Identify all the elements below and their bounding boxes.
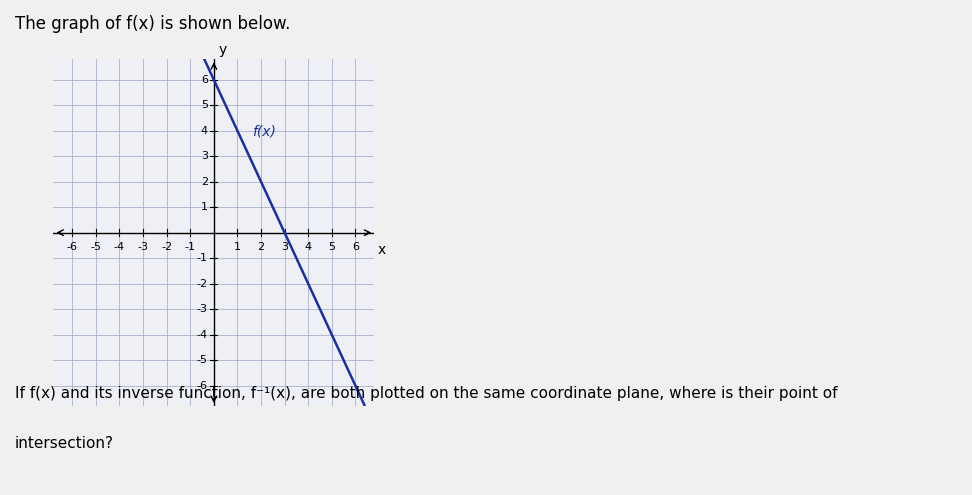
Text: 6: 6 <box>352 242 359 251</box>
Text: y: y <box>218 43 226 57</box>
Text: x: x <box>378 243 386 257</box>
Text: -5: -5 <box>197 355 208 365</box>
Text: -3: -3 <box>197 304 208 314</box>
Text: -2: -2 <box>196 279 208 289</box>
Text: 5: 5 <box>201 100 208 110</box>
Text: -6: -6 <box>67 242 78 251</box>
Text: -6: -6 <box>197 381 208 391</box>
Text: 5: 5 <box>329 242 335 251</box>
Text: If f(x) and its inverse function, f⁻¹(x), are both plotted on the same coordinat: If f(x) and its inverse function, f⁻¹(x)… <box>15 386 837 401</box>
Text: intersection?: intersection? <box>15 436 114 450</box>
Text: 1: 1 <box>201 202 208 212</box>
Text: 4: 4 <box>201 126 208 136</box>
Text: -3: -3 <box>138 242 149 251</box>
Text: 6: 6 <box>201 75 208 85</box>
Text: 3: 3 <box>281 242 288 251</box>
Text: 4: 4 <box>304 242 312 251</box>
Text: 1: 1 <box>234 242 241 251</box>
Text: -2: -2 <box>161 242 172 251</box>
Text: 2: 2 <box>258 242 264 251</box>
Text: -1: -1 <box>197 253 208 263</box>
Text: 2: 2 <box>201 177 208 187</box>
Text: -1: -1 <box>185 242 195 251</box>
Text: -4: -4 <box>114 242 125 251</box>
Text: -5: -5 <box>90 242 101 251</box>
Text: -4: -4 <box>196 330 208 340</box>
Text: f(x): f(x) <box>252 125 275 139</box>
Text: 3: 3 <box>201 151 208 161</box>
Text: The graph of f(x) is shown below.: The graph of f(x) is shown below. <box>15 15 290 33</box>
